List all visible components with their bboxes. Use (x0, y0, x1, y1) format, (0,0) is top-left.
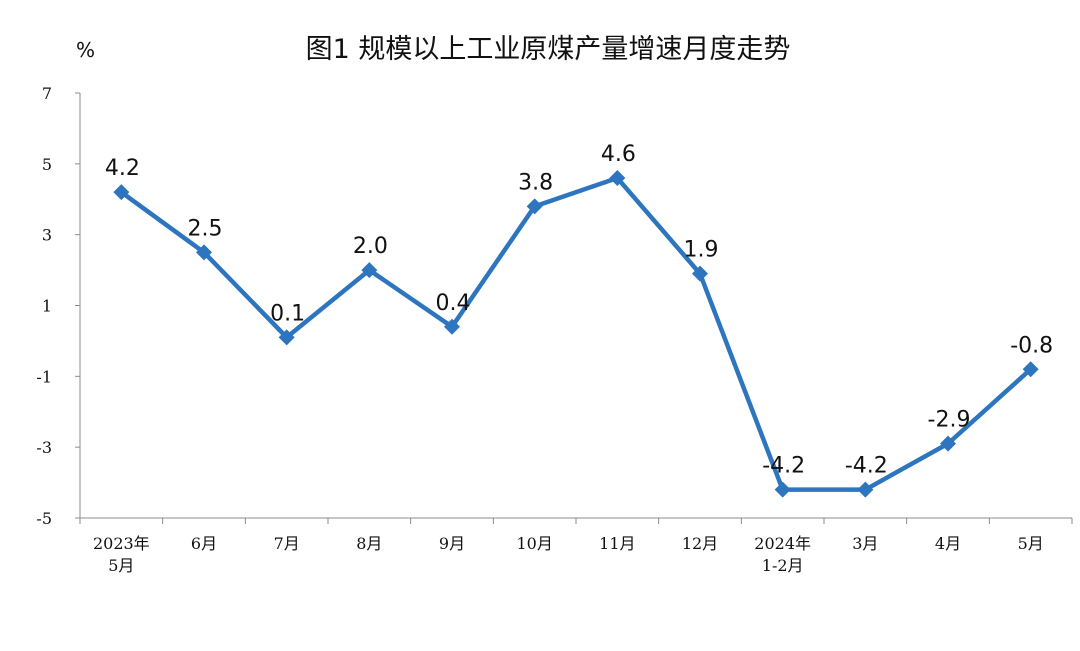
data-label: -4.2 (845, 454, 888, 479)
data-point-marker (113, 184, 130, 201)
x-tick-label: 7月 (274, 534, 300, 553)
data-point-marker (1022, 361, 1039, 378)
data-label: 4.6 (601, 142, 636, 167)
data-point-marker (444, 318, 460, 335)
series-line (120, 175, 1033, 492)
x-tick-label: 5月 (108, 556, 134, 575)
y-tick-label: -5 (36, 509, 52, 528)
data-point-marker (940, 435, 956, 452)
axes: 7 5 3 1 -1 -3 -5 2023年 5月 6月 7月 8月 9月 10月 11月 12月 2024年 1… (36, 84, 1073, 575)
data-label: -2.9 (928, 408, 971, 433)
x-tick-label: 12月 (682, 534, 718, 553)
x-tick-label: 8月 (356, 534, 382, 553)
x-tick-label: 4月 (935, 534, 961, 553)
y-axis-unit: % (76, 38, 95, 62)
series-layer: 4.2 2.5 0.1 2.0 0.4 3.8 4.6 1.9 -4.2 -4.2 -2.9 -0.8 (105, 142, 1053, 498)
x-tick-label: 3月 (852, 534, 878, 553)
data-label: 2.5 (188, 216, 223, 241)
data-label: 1.9 (684, 238, 719, 263)
x-tick-label: 1-2月 (762, 556, 804, 575)
x-tick-label: 11月 (599, 534, 635, 553)
data-label: 3.8 (518, 170, 553, 195)
y-tick-label: -3 (36, 438, 52, 457)
data-point-marker (196, 244, 212, 261)
y-tick-label: -1 (36, 367, 52, 386)
data-label: 0.4 (436, 291, 471, 316)
y-tick-label: 1 (42, 297, 52, 316)
x-tick-label: 9月 (439, 534, 465, 553)
data-label: -0.8 (1010, 333, 1053, 358)
data-label: -4.2 (762, 454, 805, 479)
data-point-marker (692, 265, 708, 282)
data-label: 0.1 (270, 301, 305, 326)
data-point-marker (857, 481, 874, 498)
y-tick-label: 3 (42, 226, 52, 245)
x-tick-label: 5月 (1018, 534, 1044, 553)
chart-title: 图1 规模以上工业原煤产量增速月度走势 (306, 34, 791, 65)
x-tick-label: 10月 (516, 534, 552, 553)
x-tick-label: 6月 (191, 534, 217, 553)
x-tick-label: 2024年 (754, 534, 811, 553)
data-point-marker (278, 329, 295, 346)
data-label: 2.0 (353, 234, 388, 259)
data-point-marker (774, 481, 791, 498)
data-point-marker (526, 198, 543, 215)
data-point-marker (361, 262, 378, 279)
y-tick-label: 7 (42, 84, 52, 103)
x-tick-label: 2023年 (93, 534, 150, 553)
data-point-marker (609, 170, 626, 186)
y-tick-label: 5 (42, 155, 52, 174)
data-label: 4.2 (105, 156, 140, 181)
